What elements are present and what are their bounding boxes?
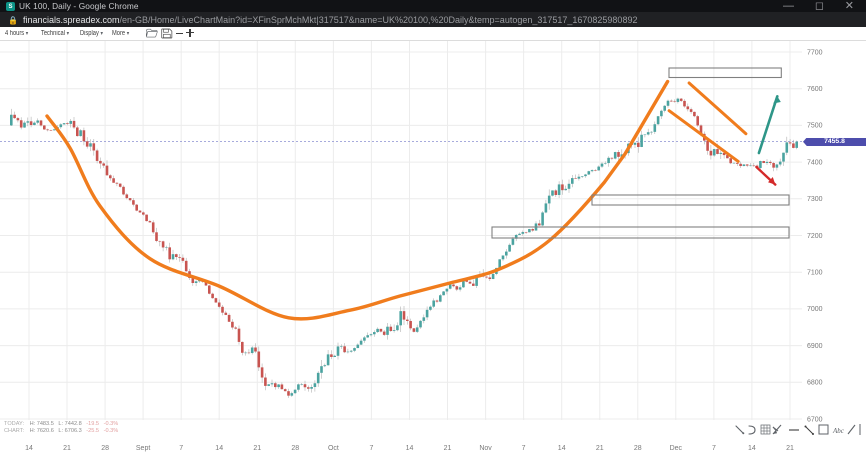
svg-text:Sept: Sept [136, 445, 150, 452]
svg-text:21: 21 [63, 445, 71, 452]
svg-text:Dec: Dec [670, 445, 683, 452]
svg-text:7: 7 [522, 445, 526, 452]
svg-text:28: 28 [101, 445, 109, 452]
svg-text:Nov: Nov [479, 445, 492, 452]
svg-text:Oct: Oct [328, 445, 339, 452]
svg-text:7600: 7600 [807, 86, 823, 93]
svg-text:7: 7 [369, 445, 373, 452]
svg-text:21: 21 [253, 445, 261, 452]
svg-text:21: 21 [444, 445, 452, 452]
svg-text:7: 7 [179, 445, 183, 452]
svg-text:7300: 7300 [807, 196, 823, 203]
svg-text:14: 14 [406, 445, 414, 452]
svg-text:7400: 7400 [807, 159, 823, 166]
svg-text:28: 28 [291, 445, 299, 452]
svg-text:7700: 7700 [807, 49, 823, 56]
svg-text:21: 21 [786, 445, 794, 452]
svg-text:14: 14 [215, 445, 223, 452]
svg-text:7200: 7200 [807, 233, 823, 240]
svg-text:7100: 7100 [807, 270, 823, 277]
svg-text:28: 28 [634, 445, 642, 452]
svg-text:14: 14 [748, 445, 756, 452]
svg-text:14: 14 [558, 445, 566, 452]
svg-text:14: 14 [25, 445, 33, 452]
svg-text:21: 21 [596, 445, 604, 452]
svg-text:7500: 7500 [807, 123, 823, 130]
svg-text:6800: 6800 [807, 380, 823, 387]
svg-text:7: 7 [712, 445, 716, 452]
svg-text:Abc: Abc [832, 427, 845, 435]
svg-text:6900: 6900 [807, 343, 823, 350]
svg-text:7000: 7000 [807, 306, 823, 313]
